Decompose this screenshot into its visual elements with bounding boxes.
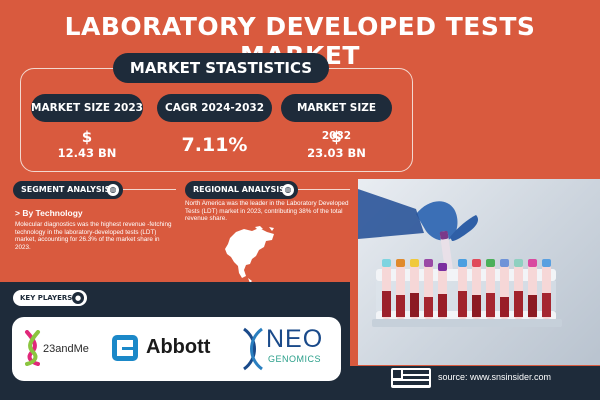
regional-analysis-heading: REGIONAL ANALYSIS <box>193 185 285 194</box>
regional-analysis-pill: REGIONAL ANALYSIS ◍ <box>185 181 298 199</box>
user-icon: ● <box>72 292 84 304</box>
key-players-pill: KEY PLAYERS ● <box>13 290 87 306</box>
23andme-logo-icon <box>25 330 40 366</box>
stat-label-market-size-2023: MARKET SIZE 2023 <box>31 94 143 122</box>
key-players-logos: 23andMe Abbott NEO GENOMICS <box>12 317 341 381</box>
stat-prefix-2023: $ <box>81 128 93 146</box>
source-text: source: www.snsinsider.com <box>438 372 552 382</box>
globe-icon: ◍ <box>107 184 119 196</box>
stat-label-cagr: CAGR 2024-2032 <box>157 94 272 122</box>
stats-heading: MARKET STASTISTICS <box>113 53 329 83</box>
north-america-map-icon <box>225 226 274 283</box>
logo-genomics: GENOMICS <box>268 354 322 364</box>
logo-abbott: Abbott <box>146 336 211 358</box>
stat-label-market-size-2032: MARKET SIZE 2032 <box>281 94 392 142</box>
sns-insider-logo-icon <box>391 368 431 388</box>
segment-analysis-heading: SEGMENT ANALYSIS <box>21 185 111 194</box>
test-tube-rack-image <box>358 189 562 327</box>
logo-neo: NEO <box>266 325 324 353</box>
divider <box>123 189 176 190</box>
stat-value-2032: 23.03 BN <box>307 146 366 160</box>
stat-value-2023: 12.43 BN <box>57 146 117 160</box>
regional-text: North America was the leader in the Labo… <box>185 200 349 222</box>
key-players-heading: KEY PLAYERS <box>20 294 73 302</box>
globe-icon: ◍ <box>282 184 294 196</box>
segment-text: Molecular diagnostics was the highest re… <box>15 221 172 251</box>
neogenomics-logo-icon <box>243 327 263 371</box>
segment-analysis-pill: SEGMENT ANALYSIS ◍ <box>13 181 123 199</box>
stat-prefix-2032: $ <box>331 128 342 146</box>
abbott-logo-icon <box>112 335 138 361</box>
divider <box>298 189 350 190</box>
stat-value-cagr: 7.11% <box>181 134 248 156</box>
segment-subheading: > By Technology <box>15 208 83 218</box>
logo-23andme: 23andMe <box>43 343 89 355</box>
